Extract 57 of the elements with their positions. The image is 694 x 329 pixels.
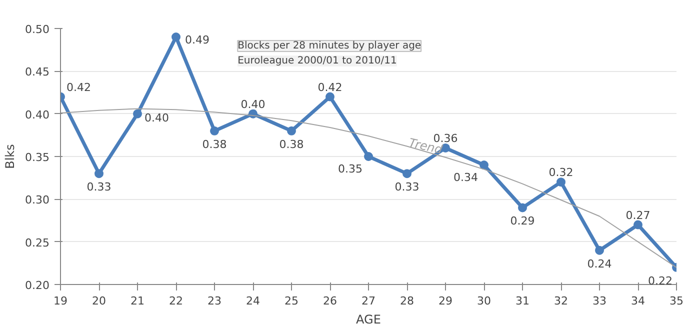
x-tick-label: 23 (208, 294, 222, 308)
x-tick-label: 20 (92, 294, 106, 308)
point (556, 178, 566, 187)
point (634, 220, 642, 230)
x-tick-label: 31 (516, 294, 530, 308)
point (326, 92, 334, 102)
data-label: 0.42 (66, 80, 91, 94)
data-label: 0.40 (144, 111, 169, 124)
y-tick-label: 0.20 (25, 279, 50, 292)
y-tick-label: 0.25 (25, 236, 50, 250)
y-tick-label: 0.50 (25, 23, 50, 36)
point (172, 32, 180, 42)
x-tick-label: 35 (670, 294, 684, 308)
data-label: 0.35 (338, 162, 363, 176)
x-tick-label: 34 (631, 294, 645, 308)
x-tick-label: 32 (554, 294, 568, 308)
x-tick-label: 28 (400, 294, 414, 308)
data-label: 0.24 (587, 257, 612, 270)
x-tick-label: 24 (246, 294, 260, 308)
y-tick-label: 0.30 (25, 194, 50, 207)
point (595, 246, 604, 255)
x-tick-label: 21 (130, 294, 144, 308)
point (364, 152, 373, 161)
data-label: 0.32 (548, 166, 574, 180)
annotation: Euroleague 2000/01 to 2010/11 (238, 56, 397, 66)
x-tick-label: 19 (54, 294, 68, 308)
point (133, 109, 142, 118)
x-tick-label: 29 (438, 294, 452, 308)
y-tick-label: 0.35 (25, 151, 50, 164)
data-label: 0.42 (318, 80, 342, 94)
y-tick-label: 0.40 (25, 108, 50, 122)
data-label: 0.38 (202, 138, 227, 151)
data-label: 0.33 (394, 180, 420, 194)
data-label: 0.40 (240, 98, 266, 111)
data-label: 0.33 (86, 180, 112, 194)
x-tick-label: 22 (169, 294, 183, 308)
x-axis-title: AGE (356, 312, 381, 326)
annotation: Blocks per 28 minutes by player age (238, 40, 422, 52)
y-axis-title: Blks (3, 144, 18, 169)
point (94, 169, 104, 178)
data-label: 0.27 (626, 208, 650, 222)
y-tick-label: 0.45 (25, 66, 50, 79)
data-label: 0.34 (454, 171, 478, 184)
data-label: 0.38 (279, 138, 304, 151)
x-tick-label: 26 (323, 294, 337, 308)
x-tick-label: 30 (477, 294, 491, 308)
data-label: 0.29 (510, 214, 535, 228)
data-label: 0.22 (648, 274, 673, 288)
data-label: 0.49 (185, 34, 210, 47)
point (210, 126, 219, 136)
point (480, 160, 488, 170)
point (518, 203, 527, 212)
point (287, 126, 296, 136)
x-tick-label: 33 (592, 294, 606, 308)
x-tick-label: 27 (362, 294, 376, 308)
point (402, 169, 412, 178)
x-tick-label: 25 (284, 294, 298, 308)
